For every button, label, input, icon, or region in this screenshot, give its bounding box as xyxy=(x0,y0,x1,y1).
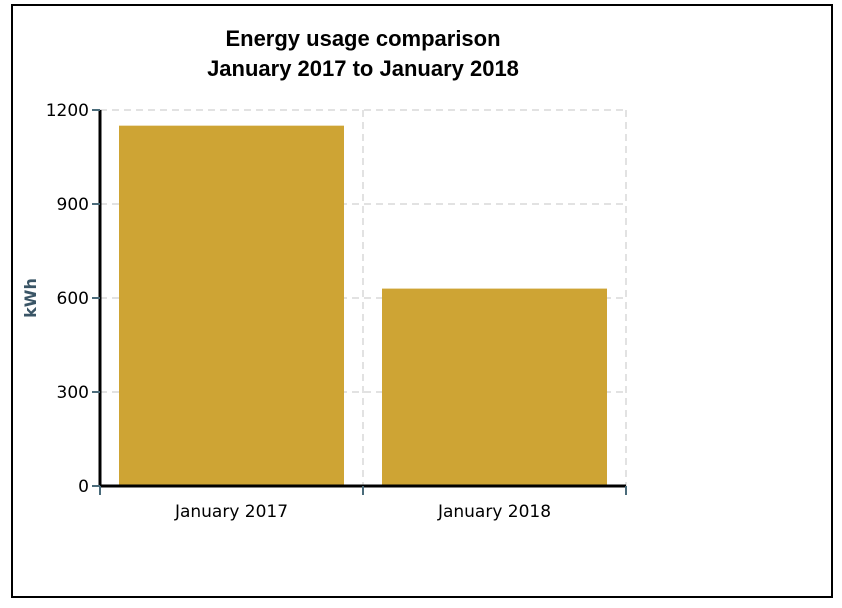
bars xyxy=(119,125,607,487)
bar-1 xyxy=(382,288,607,486)
y-tick-label-4: 1200 xyxy=(46,101,89,121)
y-tick-label-2: 600 xyxy=(57,289,89,309)
chart-title-line-1: Energy usage comparison xyxy=(225,26,501,51)
x-tick-label-1: January 2018 xyxy=(437,502,551,522)
bar-0 xyxy=(119,125,344,487)
x-tick-label-0: January 2017 xyxy=(174,502,288,522)
y-tick-label-3: 900 xyxy=(57,195,89,215)
y-tick-label-1: 300 xyxy=(57,383,89,403)
y-axis-title: kWh xyxy=(21,278,40,318)
y-tick-label-0: 0 xyxy=(78,477,89,497)
tick-labels: 0 300 600 900 1200 January 2017 January 2018 xyxy=(46,101,551,522)
axes xyxy=(92,109,627,495)
chart-title-line-2: January 2017 to January 2018 xyxy=(207,56,519,81)
chart-title: Energy usage comparison January 2017 to … xyxy=(0,24,726,84)
